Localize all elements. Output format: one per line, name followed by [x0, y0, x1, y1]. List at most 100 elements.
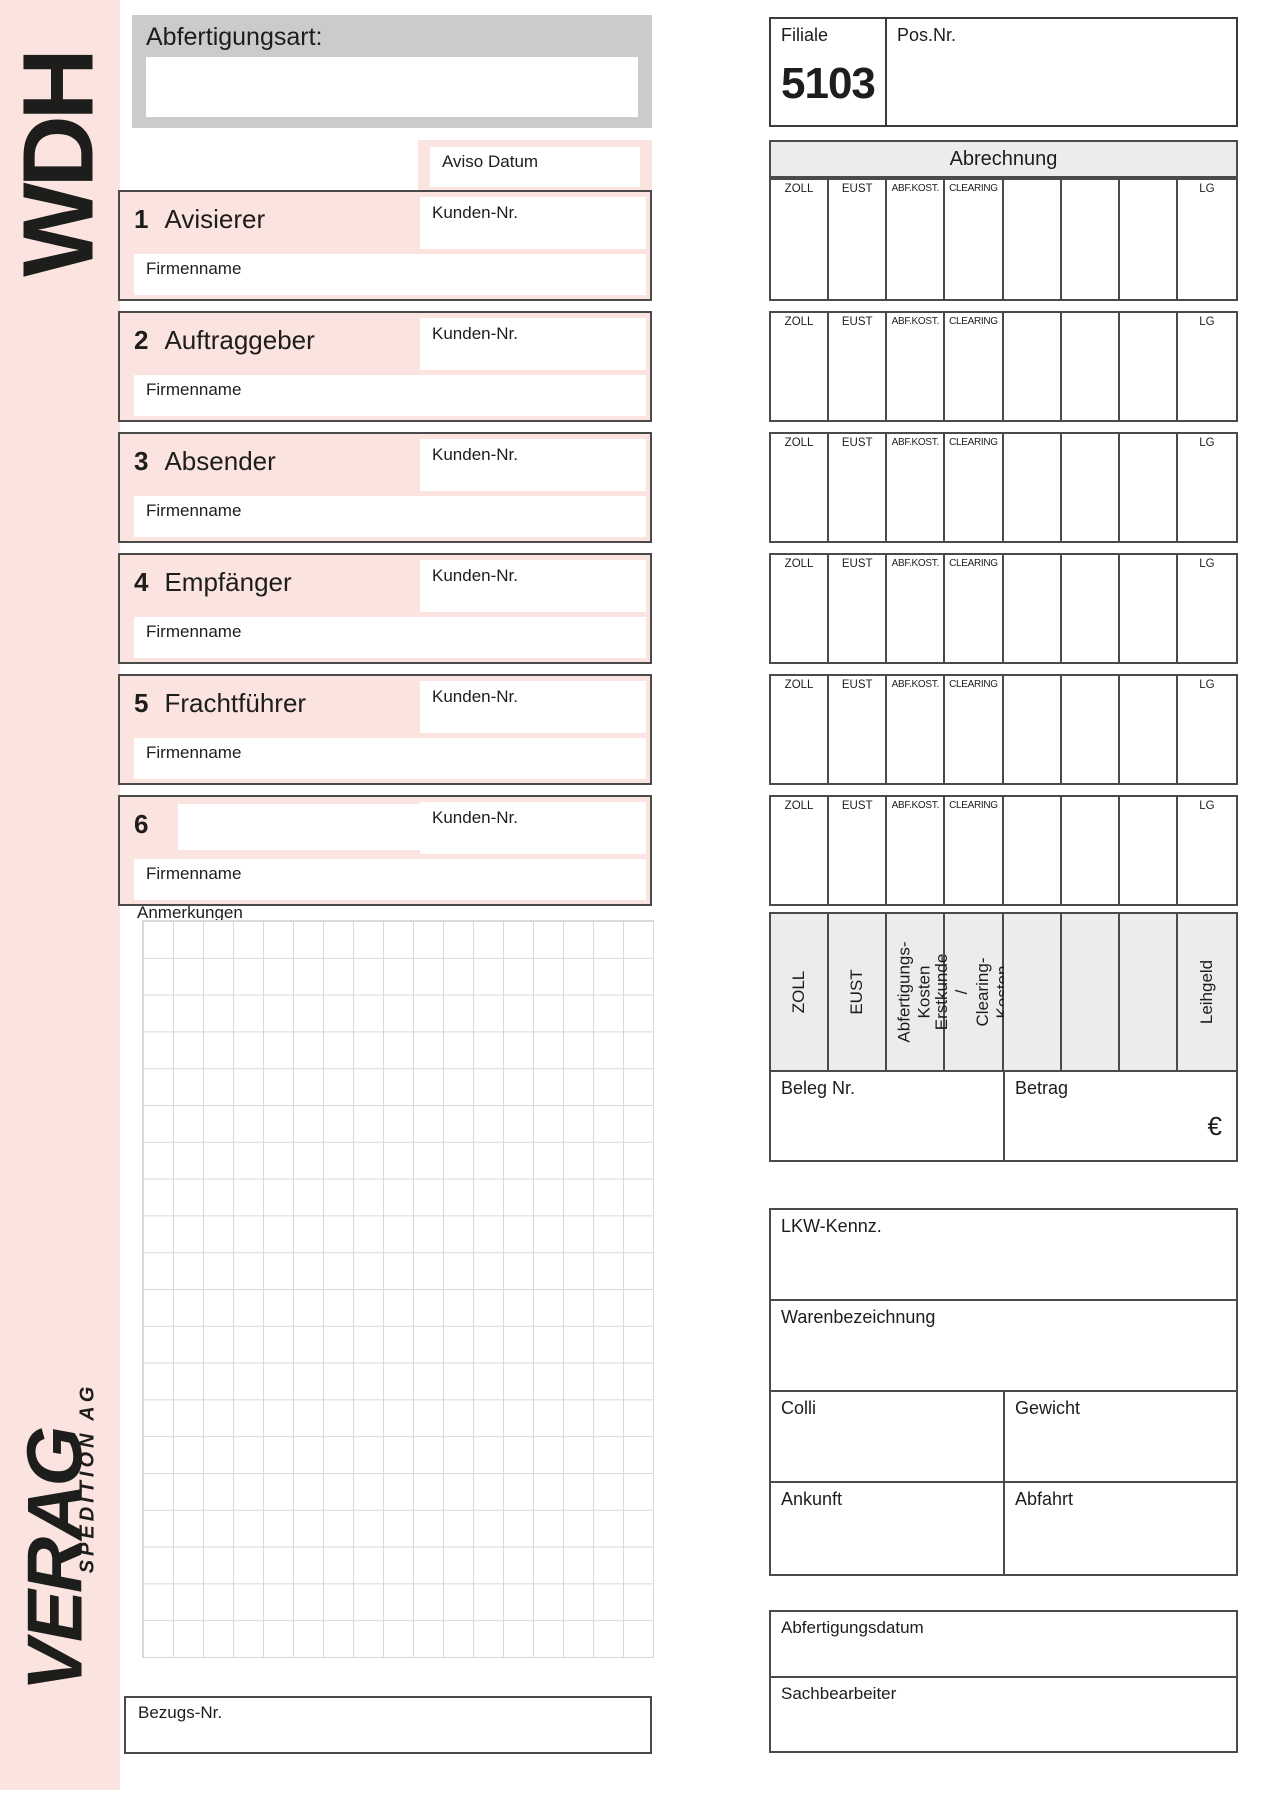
firmenname-field[interactable]: Firmenname	[134, 617, 646, 658]
abrechnung-cell[interactable]: EUST	[829, 797, 888, 904]
abrechnung-column-header: LG	[1199, 183, 1215, 195]
firmenname-field[interactable]: Firmenname	[134, 859, 646, 900]
beleg-nr-field[interactable]: Beleg Nr.	[771, 1072, 1005, 1160]
abrechnung-cell[interactable]: ZOLL	[771, 555, 830, 662]
abrechnung-cell[interactable]	[1004, 676, 1062, 783]
posnr-field[interactable]: Pos.Nr.	[887, 19, 1236, 125]
abrechnung-cell[interactable]	[1120, 676, 1178, 783]
abrechnung-cell[interactable]	[1120, 797, 1178, 904]
abrechnung-cell[interactable]: ABF.KOST.	[887, 313, 946, 420]
betrag-label: Betrag	[1015, 1078, 1069, 1098]
abrechnung-cell[interactable]: ZOLL	[771, 434, 830, 541]
abrechnung-footer-cell: Erstkunde / Clearing-Kosten	[933, 914, 1013, 1070]
kunden-nr-field[interactable]: Kunden-Nr.	[420, 197, 646, 249]
abrechnung-cell[interactable]	[1004, 180, 1062, 299]
abrechnung-cell[interactable]: CLEARING	[945, 313, 1004, 420]
abrechnung-cell[interactable]: LG	[1178, 555, 1236, 662]
firmenname-label: Firmenname	[146, 864, 242, 883]
kunden-nr-field[interactable]: Kunden-Nr.	[420, 439, 646, 491]
section-number: 4	[134, 567, 149, 597]
abrechnung-cell[interactable]	[1120, 180, 1178, 299]
abrechnung-cell[interactable]: ZOLL	[771, 676, 830, 783]
abrechnung-cell[interactable]	[1004, 555, 1062, 662]
abrechnung-cell[interactable]: EUST	[829, 555, 888, 662]
warenbezeichnung-field[interactable]: Warenbezeichnung	[771, 1301, 1236, 1392]
abrechnung-cell[interactable]	[1062, 180, 1120, 299]
firmenname-field[interactable]: Firmenname	[134, 496, 646, 537]
kunden-nr-field[interactable]: Kunden-Nr.	[420, 681, 646, 733]
section-title-blank-field[interactable]	[178, 804, 420, 850]
gewicht-field[interactable]: Gewicht	[1005, 1392, 1236, 1481]
abrechnung-column-header: LG	[1199, 800, 1215, 812]
betrag-field[interactable]: Betrag €	[1005, 1072, 1236, 1160]
party-section-title: 2 Auftraggeber	[120, 313, 650, 356]
abrechnung-cell[interactable]: ABF.KOST.	[887, 676, 946, 783]
lkw-kennz-field[interactable]: LKW-Kennz.	[771, 1210, 1236, 1301]
firmenname-field[interactable]: Firmenname	[134, 738, 646, 779]
ankunft-field[interactable]: Ankunft	[771, 1483, 1005, 1574]
abrechnung-cell[interactable]: ZOLL	[771, 797, 830, 904]
abrechnung-cell[interactable]	[1004, 434, 1062, 541]
abrechnung-block: ZOLL EUST ABF.KOST. CLEARING LG	[769, 553, 1238, 664]
warenbezeichnung-label: Warenbezeichnung	[781, 1307, 936, 1327]
abrechnung-footer-cell: Leihgeld	[1177, 914, 1236, 1070]
abrechnung-cell[interactable]: EUST	[829, 180, 888, 299]
abrechnung-cell[interactable]: CLEARING	[945, 676, 1004, 783]
abrechnung-cell[interactable]: ABF.KOST.	[887, 180, 946, 299]
abrechnung-footer-cell	[1003, 914, 1062, 1070]
abrechnung-cell[interactable]	[1062, 797, 1120, 904]
anmerkungen-grid-field[interactable]	[142, 920, 654, 1658]
aviso-datum-field[interactable]: Aviso Datum	[430, 147, 640, 187]
abrechnung-cell[interactable]	[1062, 676, 1120, 783]
abrechnung-column-header: ABF.KOST.	[891, 800, 940, 811]
abrechnung-footer-cell: EUST	[829, 914, 888, 1070]
abfahrt-label: Abfahrt	[1015, 1489, 1074, 1509]
kunden-nr-field[interactable]: Kunden-Nr.	[420, 318, 646, 370]
abrechnung-cell[interactable]	[1004, 313, 1062, 420]
colli-field[interactable]: Colli	[771, 1392, 1005, 1481]
section-number: 5	[134, 688, 149, 718]
abrechnung-cell[interactable]	[1062, 313, 1120, 420]
abrechnung-cell[interactable]: EUST	[829, 434, 888, 541]
kunden-nr-field[interactable]: Kunden-Nr.	[420, 802, 646, 854]
abrechnung-cell[interactable]: ABF.KOST.	[887, 555, 946, 662]
party-section: 4 Empfänger Kunden-Nr. Firmenname	[118, 553, 652, 664]
abrechnung-cell[interactable]: CLEARING	[945, 434, 1004, 541]
firmenname-field[interactable]: Firmenname	[134, 375, 646, 416]
abrechnung-cell[interactable]	[1062, 434, 1120, 541]
section-title-label: Empfänger	[164, 567, 292, 597]
abrechnung-cell[interactable]	[1120, 434, 1178, 541]
abrechnung-column-header: CLEARING	[949, 183, 998, 194]
abrechnung-cell[interactable]: LG	[1178, 434, 1236, 541]
abrechnung-cell[interactable]: LG	[1178, 676, 1236, 783]
abrechnung-cell[interactable]	[1004, 797, 1062, 904]
abrechnung-cell[interactable]: CLEARING	[945, 797, 1004, 904]
abfertigungsart-field[interactable]	[146, 57, 638, 117]
abrechnung-footer-cell	[1061, 914, 1120, 1070]
sachbearbeiter-field[interactable]: Sachbearbeiter	[771, 1678, 1236, 1753]
abrechnung-cell[interactable]: ZOLL	[771, 313, 830, 420]
party-section: 3 Absender Kunden-Nr. Firmenname	[118, 432, 652, 543]
bezugs-nr-field[interactable]: Bezugs-Nr.	[124, 1696, 652, 1754]
section-title-label: Auftraggeber	[164, 325, 315, 355]
kunden-nr-field[interactable]: Kunden-Nr.	[420, 560, 646, 612]
abrechnung-cell[interactable]: ABF.KOST.	[887, 797, 946, 904]
abrechnung-cell[interactable]: LG	[1178, 313, 1236, 420]
abrechnung-cell[interactable]: LG	[1178, 797, 1236, 904]
abfertigungsdatum-field[interactable]: Abfertigungsdatum	[771, 1612, 1236, 1678]
abrechnung-cell[interactable]: CLEARING	[945, 555, 1004, 662]
abrechnung-column-header: CLEARING	[949, 316, 998, 327]
abrechnung-cell[interactable]	[1062, 555, 1120, 662]
abrechnung-cell[interactable]: EUST	[829, 313, 888, 420]
abfahrt-field[interactable]: Abfahrt	[1005, 1483, 1236, 1574]
abrechnung-cell[interactable]	[1120, 313, 1178, 420]
abrechnung-cell[interactable]	[1120, 555, 1178, 662]
abrechnung-block: ZOLL EUST ABF.KOST. CLEARING LG	[769, 178, 1238, 301]
abrechnung-cell[interactable]: ZOLL	[771, 180, 830, 299]
abrechnung-cell[interactable]: CLEARING	[945, 180, 1004, 299]
firmenname-field[interactable]: Firmenname	[134, 254, 646, 295]
abrechnung-cell[interactable]: EUST	[829, 676, 888, 783]
section-number: 3	[134, 446, 149, 476]
abrechnung-cell[interactable]: LG	[1178, 180, 1236, 299]
abrechnung-cell[interactable]: ABF.KOST.	[887, 434, 946, 541]
